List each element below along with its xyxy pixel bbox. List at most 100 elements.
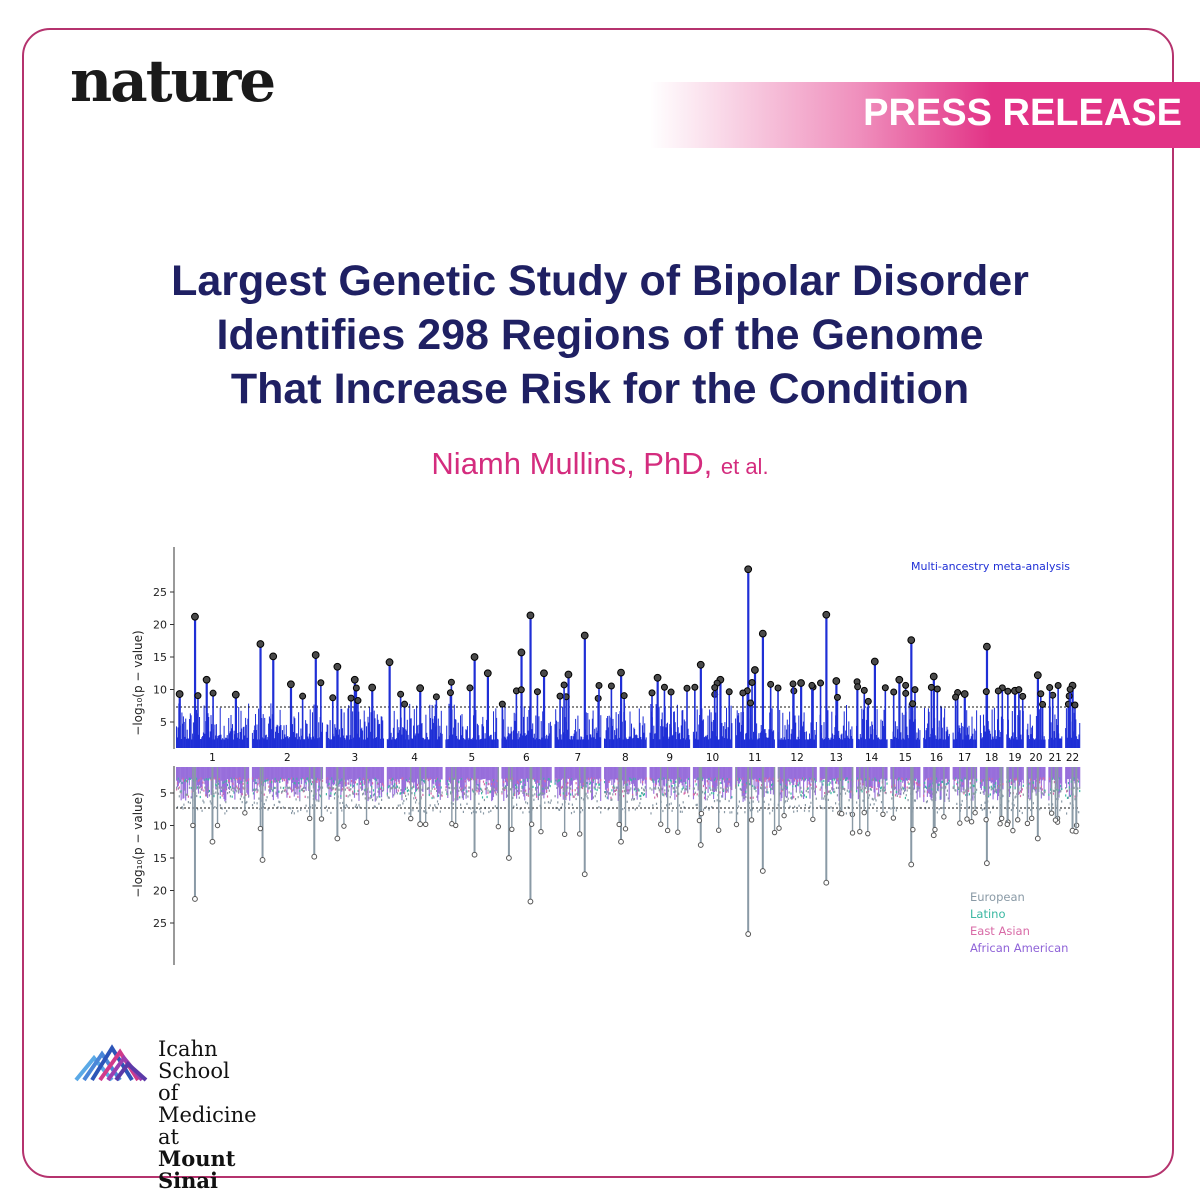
bottom-snp-point bbox=[829, 781, 831, 784]
bottom-snp-column bbox=[258, 767, 260, 784]
bottom-snp-point bbox=[369, 779, 371, 782]
top-snp-column bbox=[214, 724, 216, 748]
top-snp-column bbox=[939, 738, 941, 748]
top-snp-column bbox=[710, 712, 712, 748]
bottom-snp-point bbox=[770, 788, 772, 791]
top-snp-column bbox=[242, 727, 244, 748]
bottom-snp-point bbox=[427, 787, 429, 790]
top-snp-column bbox=[941, 727, 943, 748]
bottom-snp-point bbox=[341, 809, 343, 812]
bottom-snp-point bbox=[403, 799, 405, 802]
top-snp-column bbox=[393, 710, 395, 748]
bottom-snp-point bbox=[1050, 788, 1052, 791]
bottom-snp-point bbox=[188, 786, 190, 789]
bottom-snp-column bbox=[338, 767, 340, 787]
bottom-snp-column bbox=[393, 767, 395, 781]
bottom-snp-point bbox=[964, 791, 966, 794]
bottom-snp-point bbox=[836, 778, 838, 781]
bottom-snp-point bbox=[1019, 794, 1022, 798]
bottom-snp-point bbox=[513, 793, 515, 796]
bottom-snp-point bbox=[448, 783, 450, 786]
top-snp-column bbox=[403, 727, 405, 748]
bottom-lead-snp bbox=[616, 821, 622, 828]
bottom-snp-point bbox=[1019, 790, 1022, 793]
bottom-snp-column bbox=[521, 767, 523, 779]
bottom-snp-point bbox=[805, 795, 807, 799]
bottom-snp-point bbox=[394, 786, 396, 790]
top-peak-column bbox=[320, 682, 322, 748]
bottom-snp-point bbox=[676, 786, 678, 789]
bottom-snp-point bbox=[925, 785, 927, 788]
bottom-snp-column bbox=[709, 767, 711, 788]
bottom-snp-column bbox=[539, 767, 541, 780]
bottom-snp-column bbox=[1033, 767, 1035, 780]
bottom-snp-point bbox=[769, 812, 771, 815]
bottom-snp-point bbox=[937, 786, 939, 789]
top-snp-column bbox=[608, 715, 610, 748]
bottom-snp-column bbox=[287, 767, 289, 784]
bottom-snp-column bbox=[371, 767, 373, 798]
top-snp-column bbox=[546, 734, 548, 748]
bottom-snp-point bbox=[895, 790, 897, 793]
bottom-snp-point bbox=[1018, 782, 1020, 785]
bottom-snp-point bbox=[635, 790, 637, 793]
bottom-snp-point bbox=[694, 780, 696, 783]
bottom-snp-point bbox=[542, 787, 544, 790]
bottom-snp-column bbox=[187, 767, 189, 781]
bottom-snp-point bbox=[252, 792, 254, 795]
top-snp-column bbox=[794, 715, 796, 748]
bottom-snp-point bbox=[832, 778, 834, 781]
bottom-snp-column bbox=[727, 767, 729, 793]
bottom-snp-point bbox=[453, 777, 455, 780]
bottom-snp-point bbox=[955, 777, 957, 780]
top-snp-column bbox=[1026, 729, 1028, 748]
top-snp-column bbox=[372, 738, 374, 748]
bottom-snp-point bbox=[481, 790, 484, 793]
bottom-snp-point bbox=[582, 782, 584, 785]
top-snp-column bbox=[571, 735, 573, 748]
bottom-snp-point bbox=[1030, 778, 1032, 781]
bottom-lead-snp bbox=[506, 855, 512, 861]
bottom-snp-column bbox=[931, 767, 933, 799]
bottom-snp-point bbox=[556, 786, 558, 789]
top-lead-snp bbox=[1015, 686, 1023, 694]
bottom-lead-snp bbox=[941, 814, 947, 820]
bottom-snp-point bbox=[678, 792, 680, 795]
top-snp-column bbox=[342, 728, 344, 748]
bottom-lead-snp bbox=[311, 853, 318, 860]
bottom-snp-point bbox=[554, 795, 556, 798]
top-snp-column bbox=[968, 725, 970, 748]
bottom-snp-point bbox=[749, 809, 751, 812]
top-snp-column bbox=[360, 728, 362, 748]
bottom-snp-point bbox=[404, 792, 406, 795]
bottom-snp-point bbox=[803, 809, 806, 812]
bottom-snp-column bbox=[416, 767, 419, 779]
top-lead-snp bbox=[333, 662, 342, 671]
bottom-snp-point bbox=[790, 792, 792, 795]
bottom-snp-point bbox=[913, 787, 915, 790]
top-snp-column bbox=[923, 737, 925, 748]
top-snp-column bbox=[872, 724, 874, 748]
bottom-lead-snp bbox=[968, 819, 975, 825]
bottom-snp-point bbox=[251, 804, 254, 807]
bottom-snp-point bbox=[614, 789, 616, 793]
bottom-snp-point bbox=[449, 786, 451, 790]
top-snp-column bbox=[927, 708, 929, 748]
bottom-snp-point bbox=[494, 791, 496, 794]
bottom-snp-column bbox=[782, 767, 784, 781]
bottom-snp-column bbox=[302, 767, 304, 780]
bottom-snp-point bbox=[177, 777, 179, 780]
top-snp-column bbox=[993, 738, 995, 748]
bottom-peak-column bbox=[660, 767, 662, 825]
bottom-lead-snp bbox=[880, 811, 886, 817]
bottom-snp-column bbox=[277, 767, 279, 799]
bottom-snp-column bbox=[675, 767, 677, 780]
top-snp-column bbox=[894, 736, 896, 748]
bottom-snp-column bbox=[318, 767, 320, 801]
bottom-snp-point bbox=[561, 785, 563, 788]
bottom-snp-column bbox=[590, 767, 592, 779]
bottom-snp-point bbox=[823, 779, 825, 783]
bottom-snp-column bbox=[856, 767, 858, 792]
bottom-snp-point bbox=[483, 783, 485, 786]
